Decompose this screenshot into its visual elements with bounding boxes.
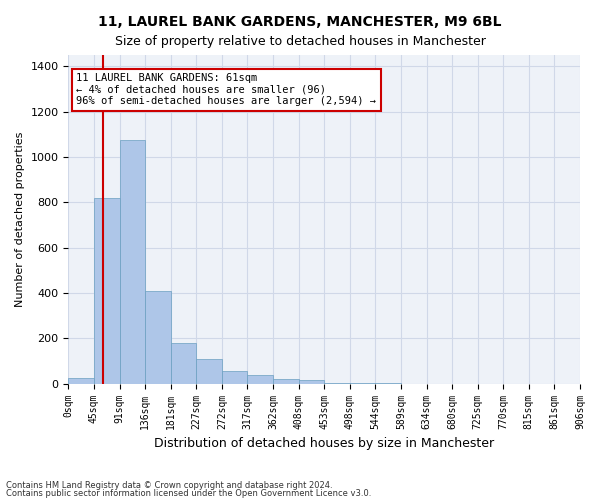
Bar <box>222 371 247 384</box>
Bar <box>324 382 350 384</box>
Bar <box>171 343 196 384</box>
Bar <box>68 378 94 384</box>
Bar <box>299 380 324 384</box>
Text: 11 LAUREL BANK GARDENS: 61sqm
← 4% of detached houses are smaller (96)
96% of se: 11 LAUREL BANK GARDENS: 61sqm ← 4% of de… <box>76 73 376 106</box>
Y-axis label: Number of detached properties: Number of detached properties <box>15 132 25 307</box>
Text: 11, LAUREL BANK GARDENS, MANCHESTER, M9 6BL: 11, LAUREL BANK GARDENS, MANCHESTER, M9 … <box>98 15 502 29</box>
Text: Contains HM Land Registry data © Crown copyright and database right 2024.: Contains HM Land Registry data © Crown c… <box>6 481 332 490</box>
Bar <box>196 359 222 384</box>
Bar <box>145 291 171 384</box>
Bar <box>94 198 119 384</box>
Bar <box>247 374 273 384</box>
Text: Size of property relative to detached houses in Manchester: Size of property relative to detached ho… <box>115 35 485 48</box>
X-axis label: Distribution of detached houses by size in Manchester: Distribution of detached houses by size … <box>154 437 494 450</box>
Bar <box>273 379 299 384</box>
Text: Contains public sector information licensed under the Open Government Licence v3: Contains public sector information licen… <box>6 488 371 498</box>
Bar <box>119 140 145 384</box>
